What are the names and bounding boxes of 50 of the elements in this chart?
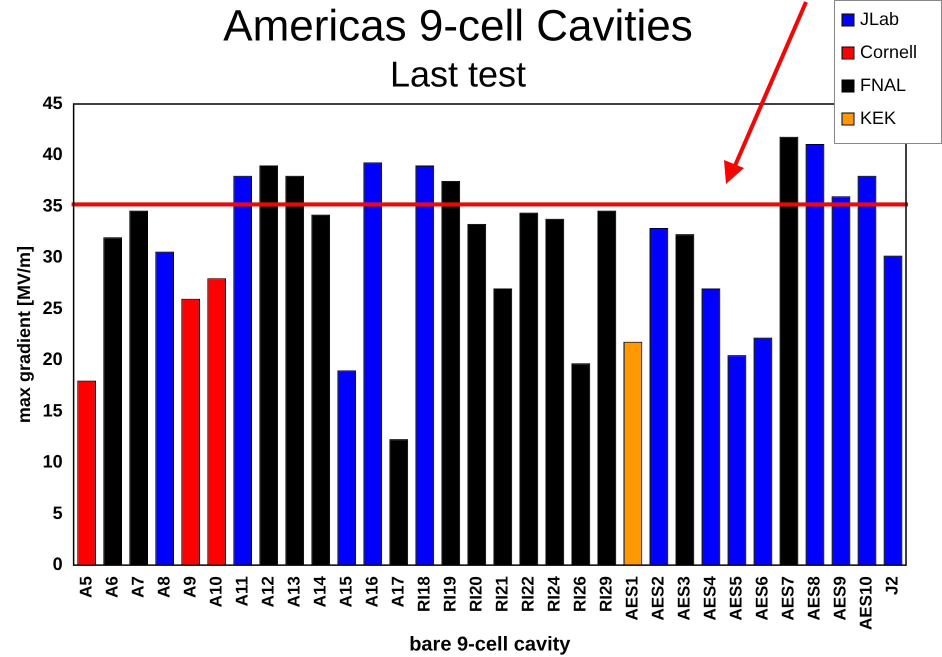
y-tick-label: 45 xyxy=(42,92,63,113)
x-tick-label: J2 xyxy=(882,576,902,596)
x-tick-label: A9 xyxy=(180,576,200,598)
x-tick-label: RI20 xyxy=(466,576,486,612)
x-tick-label: A7 xyxy=(128,576,148,598)
x-tick-label: RI19 xyxy=(440,576,460,612)
y-tick-label: 5 xyxy=(52,502,63,523)
legend-label: JLab xyxy=(860,8,900,29)
x-tick-label: A10 xyxy=(206,576,226,608)
x-tick-label: RI22 xyxy=(518,576,538,612)
y-tick-label: 25 xyxy=(42,298,63,318)
x-tick-label: A6 xyxy=(102,576,122,598)
x-tick-label: RI29 xyxy=(596,576,616,612)
x-axis-title: bare 9-cell cavity xyxy=(409,634,572,656)
x-tick-label: AES1 xyxy=(622,576,642,621)
y-tick-label: 15 xyxy=(42,400,63,420)
x-tick-label: AES2 xyxy=(648,576,668,621)
y-tick-label: 20 xyxy=(42,349,63,370)
x-tick-label: A11 xyxy=(232,576,252,606)
x-tick-label: AES6 xyxy=(752,576,772,621)
x-tick-label: A5 xyxy=(76,576,96,598)
x-tick-label: AES4 xyxy=(700,576,720,621)
x-tick-label: AES7 xyxy=(778,576,798,621)
x-tick-label: RI18 xyxy=(414,576,434,612)
y-tick-label: 40 xyxy=(42,144,63,164)
x-tick-label: AES10 xyxy=(856,576,876,630)
x-tick-label: A13 xyxy=(284,576,304,608)
chart-subtitle: Last test xyxy=(390,53,526,94)
legend-label: KEK xyxy=(860,108,896,128)
x-tick-label: A17 xyxy=(388,576,408,608)
x-tick-label: AES3 xyxy=(674,576,694,621)
x-tick-label: A14 xyxy=(310,576,330,608)
x-tick-label: AES5 xyxy=(726,576,746,621)
x-tick-label: RI26 xyxy=(570,576,590,612)
x-tick-label: A12 xyxy=(258,576,278,608)
y-axis-title: max gradient [MV/m] xyxy=(14,246,34,424)
y-tick-label: 35 xyxy=(42,195,63,216)
x-tick-label: A15 xyxy=(336,576,356,608)
x-tick-label: RI21 xyxy=(492,576,512,612)
x-tick-label: A16 xyxy=(362,576,382,608)
y-tick-label: 0 xyxy=(52,554,63,574)
chart-title: Americas 9-cell Cavities xyxy=(223,2,693,51)
y-tick-label: 10 xyxy=(42,452,63,472)
legend-label: FNAL xyxy=(860,74,906,95)
x-tick-label: AES8 xyxy=(804,576,824,621)
x-tick-label: RI24 xyxy=(544,576,564,612)
legend-label: Cornell xyxy=(860,42,918,62)
x-tick-label: A8 xyxy=(154,576,174,598)
x-tick-label: AES9 xyxy=(830,576,850,621)
y-tick-label: 30 xyxy=(42,246,63,267)
